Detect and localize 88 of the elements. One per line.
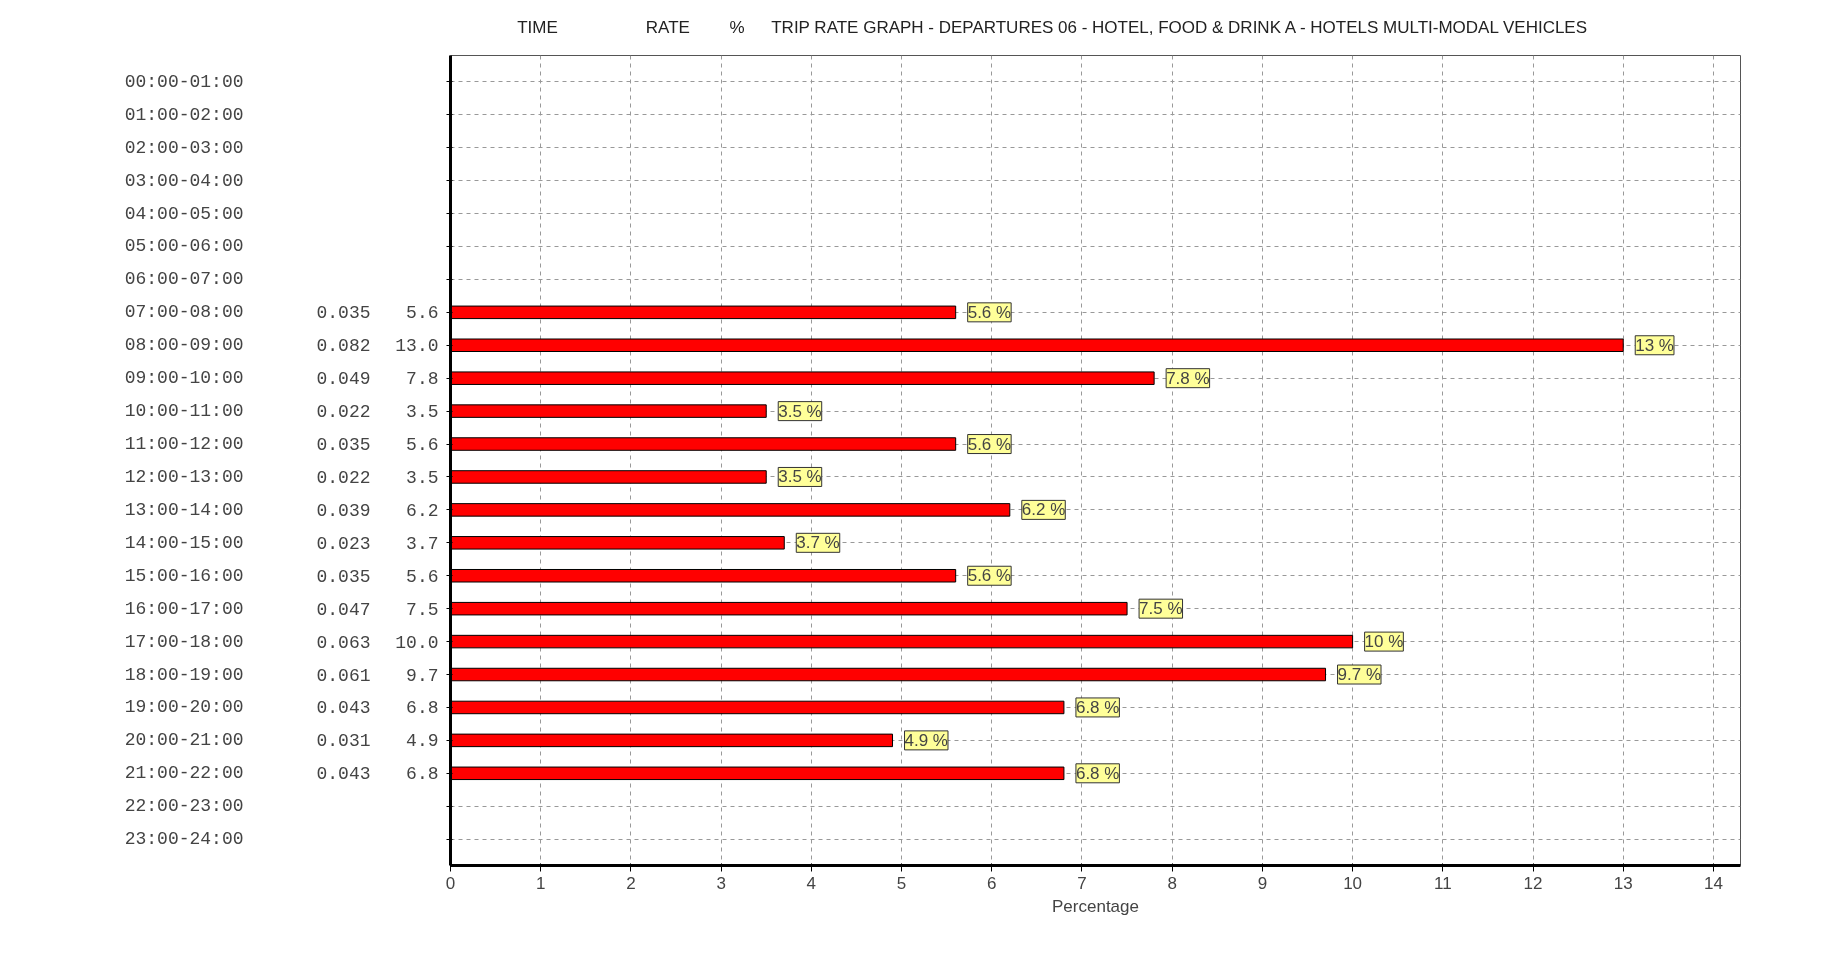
text: 0.035 [316,435,371,456]
y-tick-label: 17:00-18:00 [124,631,244,652]
y-tick-label: 00:00-01:00 [124,71,244,92]
text: 0.031 [316,731,371,752]
x-tick-label: 13 [1613,873,1633,893]
text: 0.049 [316,369,371,390]
data-label: 10 % [1364,632,1404,652]
y-tick-label: 03:00-04:00 [124,170,244,191]
text: 7.5 [406,599,439,620]
x-tick-label: 9 [1257,873,1268,893]
data-label: 3.5 % [778,467,822,487]
text: 0.023 [316,533,371,554]
x-tick-label: 4 [806,873,817,893]
y-tick-label: 10:00-11:00 [124,401,244,422]
y-axis-title: TIME [517,18,558,37]
text: 6.8 [406,764,439,785]
text: % [729,18,745,37]
text: 0.022 [316,402,371,423]
x-tick-label: 5 [896,873,907,893]
data-label: 9.7 % [1337,665,1382,685]
data-label: 6.8 % [1075,763,1120,783]
y-tick-label: 09:00-10:00 [124,368,244,389]
text: 0.082 [316,336,371,357]
y-tick-label: 12:00-13:00 [124,466,244,487]
x-tick-label: 3 [716,873,726,893]
text: 13.0 [395,336,439,357]
text: 4.9 [406,731,439,752]
y-tick-label: 05:00-06:00 [124,236,244,257]
data-label: 6.2 % [1021,500,1066,520]
y-tick-label: 15:00-16:00 [124,565,244,586]
x-tick-label: 1 [535,873,546,893]
text: 5.6 [406,303,439,324]
data-label: 3.7 % [796,533,840,553]
text: 10.0 [395,632,439,653]
text: 5.6 [406,435,439,456]
text: 9.7 [406,665,439,686]
y-tick-label: 11:00-12:00 [124,434,244,455]
data-label: 4.9 % [904,730,949,750]
text: 3.7 [406,533,439,554]
text: 0.022 [316,467,371,488]
y-tick-label: 01:00-02:00 [124,104,244,125]
y-tick-label: 18:00-19:00 [124,664,244,685]
y-tick-label: 08:00-09:00 [124,335,244,356]
text: 5.6 [406,566,439,587]
text: 3.5 [406,467,439,488]
data-label: 7.5 % [1139,599,1183,619]
x-tick-label: 12 [1523,873,1543,893]
data-label: 7.8 % [1166,368,1210,388]
text: 6.2 [406,500,439,521]
y-tick-label: 22:00-23:00 [124,796,244,817]
text: 0.061 [316,665,371,686]
data-label: 5.6 % [967,434,1012,454]
y-tick-label: 16:00-17:00 [124,598,244,619]
data-label: 3.5 % [778,401,822,421]
y-tick-label: 04:00-05:00 [124,203,244,224]
text: RATE [645,18,690,37]
x-axis-title: Percentage [1052,896,1139,916]
text: 0.047 [316,599,371,620]
y-tick-label: 06:00-07:00 [124,269,244,290]
data-label: 5.6 % [967,302,1012,322]
x-tick-label: 14 [1703,873,1723,893]
text: 6.8 [406,698,439,719]
data-label: 5.6 % [967,566,1012,586]
text: 0.043 [316,764,371,785]
text: 3.5 [406,402,439,423]
y-tick-label: 19:00-20:00 [124,697,244,718]
x-tick-label: 8 [1167,873,1177,893]
y-tick-label: 21:00-22:00 [124,763,244,784]
text: 0.035 [316,566,371,587]
x-tick-label: 7 [1077,873,1087,893]
text: 0.035 [316,303,371,324]
y-tick-label: 13:00-14:00 [124,499,244,520]
y-tick-label: 20:00-21:00 [124,730,244,751]
x-tick-label: 10 [1343,873,1363,893]
chart-title: TRIP RATE GRAPH - DEPARTURES 06 - HOTEL, FOOD & DRINK A - HOTELS MULTI-MODAL VEHICLES [771,18,1588,37]
y-tick-label: 14:00-15:00 [124,532,244,553]
text: 7.8 [406,369,439,390]
x-tick-label: 6 [987,873,997,893]
text: 0.043 [316,698,371,719]
x-tick-label: 11 [1433,873,1452,893]
y-tick-label: 23:00-24:00 [124,829,244,850]
x-tick-label: 2 [626,873,636,893]
y-tick-label: 02:00-03:00 [124,137,244,158]
data-label: 6.8 % [1075,697,1120,717]
text: 0.039 [316,500,371,521]
x-tick-label: 0 [445,873,456,893]
text: 0.063 [316,632,371,653]
y-tick-label: 07:00-08:00 [124,302,244,323]
